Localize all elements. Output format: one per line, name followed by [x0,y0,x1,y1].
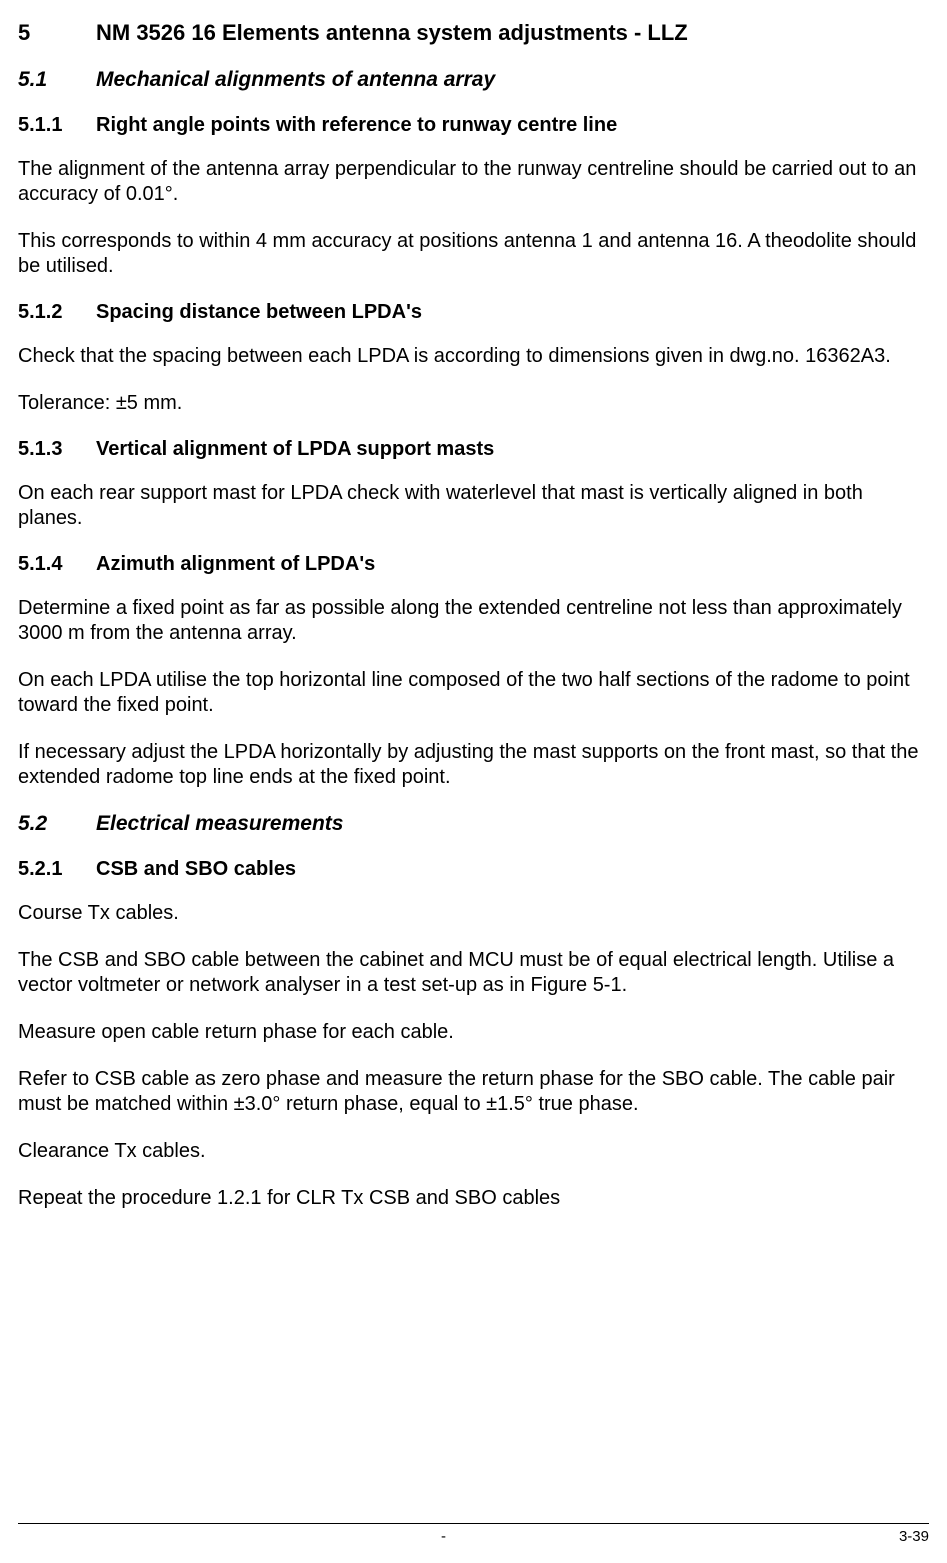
heading-1-number: 5 [18,20,96,46]
paragraph: Measure open cable return phase for each… [18,1020,929,1045]
heading-3-5-1-2: 5.1.2 Spacing distance between LPDA's [18,301,929,324]
heading-3-title: CSB and SBO cables [96,858,296,881]
heading-3-number: 5.1.2 [18,301,96,324]
paragraph: The CSB and SBO cable between the cabine… [18,948,929,998]
footer-rule [18,1523,929,1524]
heading-2-title: Electrical measurements [96,812,343,836]
heading-3-5-2-1: 5.2.1 CSB and SBO cables [18,858,929,881]
paragraph: The alignment of the antenna array perpe… [18,157,929,207]
heading-3-number: 5.1.3 [18,438,96,461]
heading-3-title: Vertical alignment of LPDA support masts [96,438,494,461]
heading-2-number: 5.2 [18,812,96,836]
footer-center: - [18,1528,869,1545]
footer-page-number: 3-39 [869,1528,929,1545]
paragraph: If necessary adjust the LPDA horizontall… [18,740,929,790]
heading-3-title: Azimuth alignment of LPDA's [96,553,375,576]
heading-3-5-1-4: 5.1.4 Azimuth alignment of LPDA's [18,553,929,576]
heading-2-5-2: 5.2 Electrical measurements [18,812,929,836]
paragraph: Course Tx cables. [18,901,929,926]
paragraph: Determine a fixed point as far as possib… [18,596,929,646]
heading-3-number: 5.1.4 [18,553,96,576]
paragraph: Check that the spacing between each LPDA… [18,344,929,369]
heading-2-title: Mechanical alignments of antenna array [96,68,495,92]
paragraph: Repeat the procedure 1.2.1 for CLR Tx CS… [18,1186,929,1211]
heading-2-5-1: 5.1 Mechanical alignments of antenna arr… [18,68,929,92]
paragraph: On each LPDA utilise the top horizontal … [18,668,929,718]
heading-3-5-1-1: 5.1.1 Right angle points with reference … [18,114,929,137]
heading-1-title: NM 3526 16 Elements antenna system adjus… [96,20,688,46]
paragraph: Clearance Tx cables. [18,1139,929,1164]
footer-row: - 3-39 [18,1528,929,1545]
paragraph: Refer to CSB cable as zero phase and mea… [18,1067,929,1117]
heading-1: 5 NM 3526 16 Elements antenna system adj… [18,20,929,46]
heading-2-number: 5.1 [18,68,96,92]
document-page: 5 NM 3526 16 Elements antenna system adj… [0,0,947,1563]
paragraph: This corresponds to within 4 mm accuracy… [18,229,929,279]
heading-3-5-1-3: 5.1.3 Vertical alignment of LPDA support… [18,438,929,461]
paragraph: Tolerance: ±5 mm. [18,391,929,416]
heading-3-title: Right angle points with reference to run… [96,114,617,137]
page-footer: - 3-39 [18,1523,929,1545]
paragraph: On each rear support mast for LPDA check… [18,481,929,531]
heading-3-title: Spacing distance between LPDA's [96,301,422,324]
heading-3-number: 5.2.1 [18,858,96,881]
heading-3-number: 5.1.1 [18,114,96,137]
